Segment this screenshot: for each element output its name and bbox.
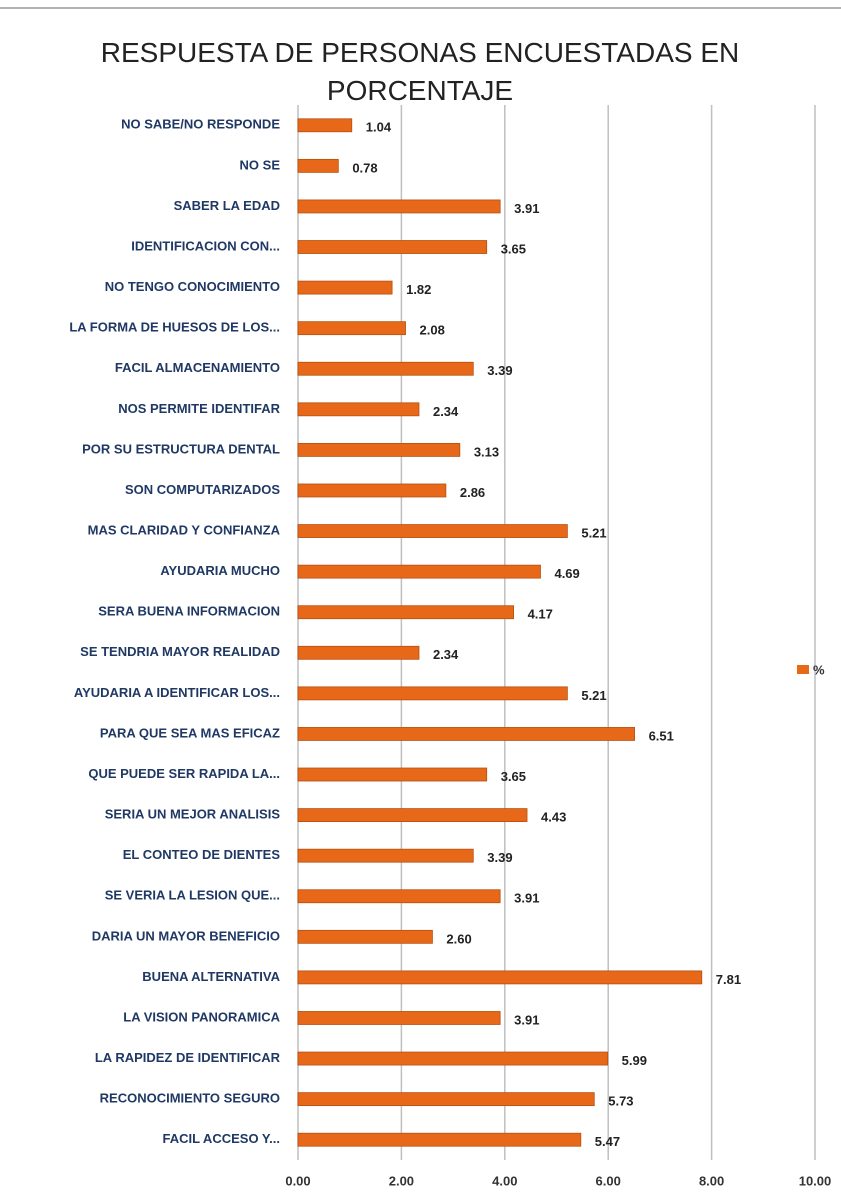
value-label: 2.34 bbox=[433, 647, 459, 662]
bar bbox=[297, 808, 528, 822]
bar bbox=[297, 402, 420, 417]
value-label: 3.39 bbox=[487, 850, 512, 865]
value-label: 2.86 bbox=[460, 485, 485, 500]
bar bbox=[297, 727, 635, 741]
bar bbox=[297, 889, 501, 904]
legend-swatch bbox=[797, 665, 809, 674]
value-label: 1.04 bbox=[366, 120, 392, 135]
x-tick-label: 10.00 bbox=[799, 1173, 832, 1188]
y-tick-label: NO SE bbox=[240, 157, 281, 172]
y-tick-label: RECONOCIMIENTO SEGURO bbox=[100, 1091, 280, 1106]
chart-title: RESPUESTA DE PERSONAS ENCUESTADAS EN POR… bbox=[100, 37, 740, 106]
x-tick-label: 0.00 bbox=[285, 1173, 310, 1188]
value-label: 2.60 bbox=[446, 931, 471, 946]
bar bbox=[297, 686, 568, 701]
y-tick-label: SE VERIA LA LESION QUE... bbox=[105, 888, 280, 903]
bar bbox=[297, 483, 447, 498]
bar bbox=[297, 158, 339, 173]
y-tick-label: FACIL ALMACENAMIENTO bbox=[115, 360, 280, 375]
value-label: 4.69 bbox=[554, 566, 579, 581]
value-label: 3.91 bbox=[514, 1012, 539, 1027]
y-tick-label: FACIL ACCESO Y... bbox=[162, 1131, 280, 1146]
value-label: 2.08 bbox=[420, 323, 445, 338]
y-tick-label: BUENA ALTERNATIVA bbox=[142, 969, 280, 984]
y-tick-label: SERA BUENA INFORMACION bbox=[98, 604, 280, 619]
y-tick-label: AYUDARIA MUCHO bbox=[160, 563, 280, 578]
value-label: 2.34 bbox=[433, 404, 459, 419]
value-label: 6.51 bbox=[649, 728, 674, 743]
x-tick-label: 2.00 bbox=[389, 1173, 414, 1188]
legend-label: % bbox=[813, 662, 825, 677]
y-tick-label: POR SU ESTRUCTURA DENTAL bbox=[82, 441, 280, 456]
y-tick-label: NOS PERMITE IDENTIFAR bbox=[118, 401, 280, 416]
y-tick-label: MAS CLARIDAD Y CONFIANZA bbox=[88, 522, 281, 537]
value-label: 5.99 bbox=[622, 1053, 647, 1068]
y-tick-label: PARA QUE SEA MAS EFICAZ bbox=[100, 725, 280, 740]
bar bbox=[297, 645, 420, 660]
y-tick-label: SON COMPUTARIZADOS bbox=[125, 482, 280, 497]
y-tick-label: NO TENGO CONOCIMIENTO bbox=[105, 279, 280, 294]
y-tick-label: IDENTIFICACION CON... bbox=[131, 238, 280, 253]
bar bbox=[297, 1132, 582, 1147]
bar bbox=[297, 118, 353, 133]
bar bbox=[297, 240, 488, 254]
x-tick-label: 8.00 bbox=[699, 1173, 724, 1188]
value-label: 3.91 bbox=[514, 201, 539, 216]
bar bbox=[297, 929, 433, 944]
y-tick-label: LA VISION PANORAMICA bbox=[123, 1009, 280, 1024]
value-label: 5.73 bbox=[608, 1094, 633, 1109]
y-tick-label: SABER LA EDAD bbox=[174, 198, 280, 213]
y-tick-label: SERIA UN MEJOR ANALISIS bbox=[105, 807, 281, 822]
bar bbox=[297, 848, 474, 863]
value-label: 3.65 bbox=[501, 241, 526, 256]
value-label: 3.39 bbox=[487, 363, 512, 378]
y-tick-label: LA RAPIDEZ DE IDENTIFICAR bbox=[95, 1050, 281, 1065]
bar bbox=[297, 199, 501, 214]
x-tick-label: 6.00 bbox=[596, 1173, 621, 1188]
value-label: 4.17 bbox=[528, 607, 553, 622]
bar bbox=[297, 1092, 595, 1107]
bar bbox=[297, 564, 541, 579]
x-tick-label: 4.00 bbox=[492, 1173, 517, 1188]
value-label: 3.65 bbox=[501, 769, 526, 784]
y-tick-label: LA FORMA DE HUESOS DE LOS... bbox=[69, 320, 280, 335]
bar bbox=[297, 1011, 501, 1025]
bar bbox=[297, 970, 703, 985]
value-label: 3.91 bbox=[514, 891, 539, 906]
value-label: 4.43 bbox=[541, 810, 566, 825]
y-tick-label: DARIA UN MAYOR BENEFICIO bbox=[92, 928, 280, 943]
bar bbox=[297, 767, 488, 782]
value-label: 3.13 bbox=[474, 444, 499, 459]
y-tick-label: EL CONTEO DE DIENTES bbox=[123, 847, 281, 862]
bar bbox=[297, 443, 461, 457]
bar bbox=[297, 605, 514, 620]
bar bbox=[297, 361, 474, 376]
value-label: 7.81 bbox=[716, 972, 741, 987]
y-tick-label: NO SABE/NO RESPONDE bbox=[121, 117, 280, 132]
y-tick-label: AYUDARIA A IDENTIFICAR LOS... bbox=[74, 685, 280, 700]
bar bbox=[297, 524, 568, 538]
value-label: 0.78 bbox=[352, 160, 377, 175]
bar bbox=[297, 1051, 609, 1066]
value-label: 1.82 bbox=[406, 282, 431, 297]
y-tick-label: QUE PUEDE SER RAPIDA LA... bbox=[88, 766, 280, 781]
value-label: 5.21 bbox=[581, 525, 606, 540]
bar bbox=[297, 280, 393, 295]
value-label: 5.47 bbox=[595, 1134, 620, 1149]
bar bbox=[297, 321, 406, 336]
y-tick-label: SE TENDRIA MAYOR REALIDAD bbox=[80, 644, 280, 659]
value-label: 5.21 bbox=[581, 688, 606, 703]
